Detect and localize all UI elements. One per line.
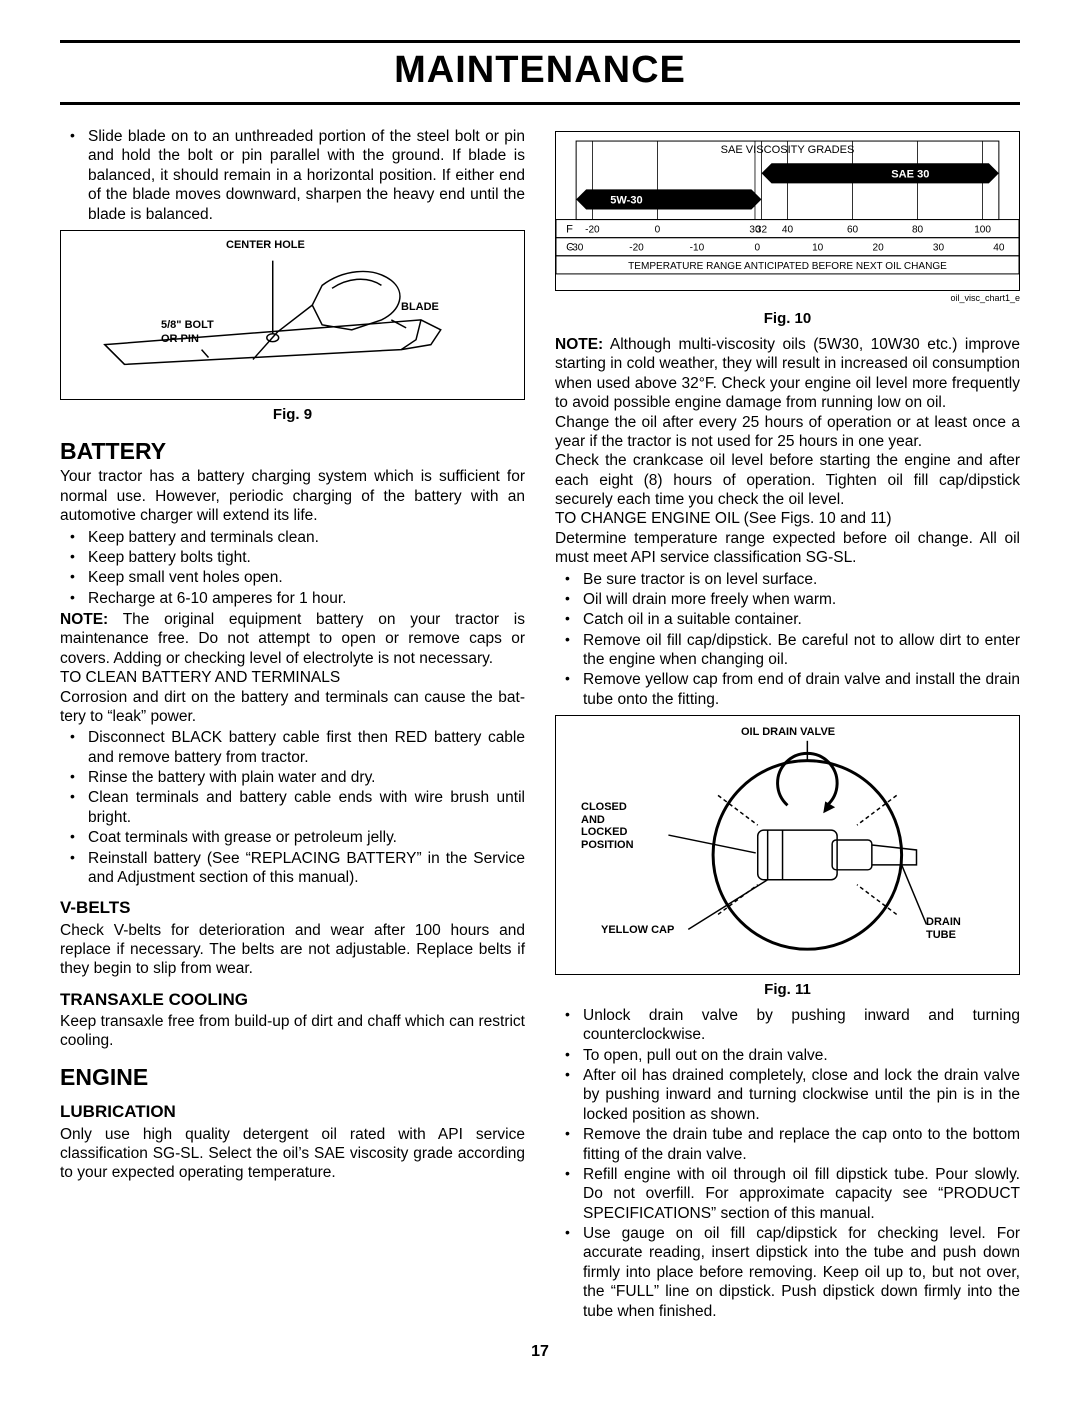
- list-item: Rinse the battery with plain water and d…: [88, 768, 525, 787]
- change-p3: Determine temperature range expected bef…: [555, 529, 1020, 568]
- svg-text:0: 0: [655, 225, 661, 236]
- change-head: TO CHANGE ENGINE OIL (See Figs. 10 and 1…: [555, 509, 1020, 528]
- clean-battery-heading: TO CLEAN BATTERY AND TERMINALS: [60, 668, 525, 687]
- list-item: Reinstall battery (See “REPLACING BATTER…: [88, 849, 525, 888]
- figure-11-box: OIL DRAIN VALVE CLOSED AND LOCKED POSITI…: [555, 715, 1020, 975]
- battery-intro: Your tractor has a battery charging syst…: [60, 467, 525, 525]
- svg-text:80: 80: [912, 225, 924, 236]
- left-column: Slide blade on to an unthreaded portion …: [60, 125, 525, 1323]
- change-p2: Check the crankcase oil level before sta…: [555, 451, 1020, 509]
- list-item: Use gauge on oil fill cap/dipstick for c…: [583, 1224, 1020, 1321]
- svg-text:-10: -10: [690, 243, 705, 254]
- list-item: Disconnect BLACK battery cable first the…: [88, 728, 525, 767]
- oil-change-bullets-1: Be sure tractor is on level surface.Oil …: [555, 570, 1020, 710]
- list-item: After oil has drained completely, close …: [583, 1066, 1020, 1124]
- svg-text:F: F: [566, 224, 573, 236]
- list-item: To open, pull out on the drain valve.: [583, 1046, 1020, 1065]
- lubrication-heading: LUBRICATION: [60, 1101, 525, 1122]
- engine-heading: ENGINE: [60, 1063, 525, 1092]
- fig9-label-center-hole: CENTER HOLE: [226, 239, 305, 253]
- two-column-layout: Slide blade on to an unthreaded portion …: [60, 125, 1020, 1323]
- battery-note: NOTE: The original equipment battery on …: [60, 610, 525, 668]
- top-rule-thick: [60, 40, 1020, 43]
- list-item: Be sure tractor is on level surface.: [583, 570, 1020, 589]
- list-item: Coat terminals with grease or petroleum …: [88, 828, 525, 847]
- list-item: Remove the drain tube and replace the ca…: [583, 1125, 1020, 1164]
- vbelts-heading: V-BELTS: [60, 897, 525, 918]
- svg-text:-30: -30: [569, 243, 584, 254]
- page-title: MAINTENANCE: [60, 49, 1020, 92]
- list-item: Keep small vent holes open.: [88, 568, 525, 587]
- svg-text:TEMPERATURE RANGE ANTICIPATED: TEMPERATURE RANGE ANTICIPATED BEFORE NEX…: [628, 261, 947, 272]
- fig9-caption: Fig. 9: [60, 406, 525, 425]
- list-item: Oil will drain more freely when warm.: [583, 590, 1020, 609]
- oil-note-text: Although multi-viscosity oils (5W30, 10W…: [555, 336, 1020, 411]
- battery-heading: BATTERY: [60, 437, 525, 466]
- svg-text:5W-30: 5W-30: [610, 194, 642, 206]
- list-item: Recharge at 6-10 amperes for 1 hour.: [88, 589, 525, 608]
- svg-text:40: 40: [782, 225, 794, 236]
- svg-text:0: 0: [755, 243, 761, 254]
- blade-bullet: Slide blade on to an unthreaded portion …: [88, 127, 525, 224]
- fig11-label-yellow-cap: YELLOW CAP: [601, 924, 674, 937]
- list-item: Remove oil fill cap/dipstick. Be careful…: [583, 631, 1020, 670]
- viscosity-chart: SAE VISCOSITY GRADESSAE 305W-30F-2003032…: [556, 132, 1019, 290]
- list-item: Catch oil in a suitable container.: [583, 610, 1020, 629]
- battery-bullets-1: Keep battery and terminals clean.Keep ba…: [60, 528, 525, 609]
- svg-text:-20: -20: [629, 243, 644, 254]
- oil-note: NOTE: Although multi-viscosity oils (5W3…: [555, 335, 1020, 413]
- svg-text:40: 40: [993, 243, 1005, 254]
- svg-text:SAE 30: SAE 30: [891, 168, 929, 180]
- svg-text:30: 30: [933, 243, 945, 254]
- clean-battery-intro: Corrosion and dirt on the battery and te…: [60, 688, 525, 727]
- fig11-label-drain-tube: DRAIN TUBE: [926, 916, 961, 941]
- list-item: Remove yellow cap from end of drain valv…: [583, 670, 1020, 709]
- figure-10-wrap: SAE VISCOSITY GRADESSAE 305W-30F-2003032…: [555, 131, 1020, 304]
- list-item: Clean terminals and battery cable ends w…: [88, 788, 525, 827]
- under-title-rule: [60, 102, 1020, 105]
- right-column: SAE VISCOSITY GRADESSAE 305W-30F-2003032…: [555, 125, 1020, 1323]
- oil-change-bullets-2: Unlock drain valve by pushing inward and…: [555, 1006, 1020, 1321]
- chart-credit: oil_visc_chart1_e: [555, 293, 1020, 304]
- transaxle-heading: TRANSAXLE COOLING: [60, 989, 525, 1010]
- svg-text:-20: -20: [585, 225, 600, 236]
- fig11-label-valve: OIL DRAIN VALVE: [741, 726, 835, 739]
- battery-note-text: The original equipment battery on your t…: [60, 611, 525, 667]
- page-number: 17: [60, 1343, 1020, 1361]
- fig9-label-bolt-pin: 5/8" BOLT OR PIN: [161, 319, 214, 347]
- svg-text:100: 100: [974, 225, 991, 236]
- list-item: Keep battery and terminals clean.: [88, 528, 525, 547]
- svg-text:20: 20: [872, 243, 884, 254]
- list-item: Keep battery bolts tight.: [88, 548, 525, 567]
- svg-text:32: 32: [756, 225, 768, 236]
- svg-text:10: 10: [812, 243, 824, 254]
- transaxle-body: Keep transaxle free from build-up of dir…: [60, 1012, 525, 1051]
- blade-bullet-list: Slide blade on to an unthreaded portion …: [60, 127, 525, 224]
- svg-text:60: 60: [847, 225, 859, 236]
- figure-9-illustration: [61, 231, 524, 399]
- fig11-label-closed: CLOSED AND LOCKED POSITION: [581, 801, 634, 852]
- fig11-caption: Fig. 11: [555, 981, 1020, 1000]
- fig9-label-blade: BLADE: [401, 301, 439, 315]
- fig10-caption: Fig. 10: [555, 310, 1020, 329]
- figure-10-box: SAE VISCOSITY GRADESSAE 305W-30F-2003032…: [555, 131, 1020, 291]
- figure-9-box: CENTER HOLE BLADE 5/8" BOLT OR PIN: [60, 230, 525, 400]
- list-item: Refill engine with oil through oil fill …: [583, 1165, 1020, 1223]
- list-item: Unlock drain valve by pushing inward and…: [583, 1006, 1020, 1045]
- vbelts-body: Check V-belts for deterioration and wear…: [60, 921, 525, 979]
- change-p1: Change the oil after every 25 hours of o…: [555, 413, 1020, 452]
- lubrication-body: Only use high quality detergent oil rate…: [60, 1125, 525, 1183]
- battery-bullets-2: Disconnect BLACK battery cable first the…: [60, 728, 525, 887]
